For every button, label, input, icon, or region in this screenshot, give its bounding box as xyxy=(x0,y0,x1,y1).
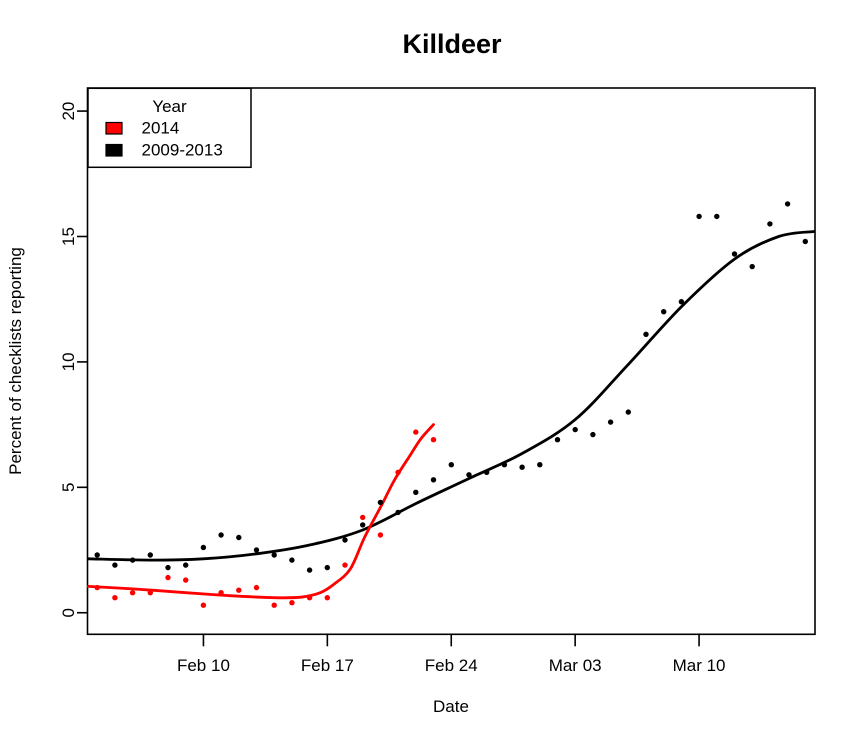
data-point-2009-2013 xyxy=(377,499,384,506)
x-axis-label: Date xyxy=(433,697,469,716)
x-tick-label: Feb 24 xyxy=(425,656,478,675)
data-point-2014 xyxy=(200,602,207,608)
y-tick-label: 10 xyxy=(59,352,78,371)
y-tick-label: 20 xyxy=(59,102,78,121)
data-point-2009-2013 xyxy=(802,238,808,245)
data-point-2009-2013 xyxy=(554,437,561,443)
data-point-2009-2013 xyxy=(183,562,189,568)
data-point-2014 xyxy=(271,602,277,608)
data-point-2009-2013 xyxy=(625,409,631,415)
data-point-2009-2013 xyxy=(360,522,366,528)
trend-lines xyxy=(87,230,816,600)
data-point-2014 xyxy=(165,574,171,581)
data-point-2009-2013 xyxy=(767,221,773,227)
data-point-2009-2013 xyxy=(537,462,543,468)
y-tick-label: 0 xyxy=(59,608,78,617)
data-point-2009-2013 xyxy=(289,557,295,563)
data-point-2009-2013 xyxy=(466,472,472,478)
data-point-2009-2013 xyxy=(236,534,242,541)
data-point-2014 xyxy=(395,469,401,475)
data-point-2009-2013 xyxy=(661,309,667,315)
data-point-2009-2013 xyxy=(590,431,596,438)
data-point-2009-2013 xyxy=(484,469,490,475)
data-point-2009-2013 xyxy=(413,489,419,495)
data-point-2009-2013 xyxy=(218,532,224,538)
data-point-2009-2013 xyxy=(714,213,720,220)
data-point-2009-2013 xyxy=(448,462,454,468)
data-point-2014 xyxy=(342,562,348,568)
data-point-2009-2013 xyxy=(165,564,171,571)
data-point-2014 xyxy=(324,595,330,601)
x-tick-label: Feb 17 xyxy=(301,656,354,675)
data-point-2014 xyxy=(112,595,118,601)
data-point-2014 xyxy=(430,437,437,443)
data-point-2014 xyxy=(360,514,366,521)
data-point-2009-2013 xyxy=(696,213,702,220)
data-point-2014 xyxy=(129,590,136,596)
x-axis-ticks: Feb 10 Feb 17 Feb 24 Mar 03 Mar 10 xyxy=(177,634,726,675)
data-point-2009-2013 xyxy=(395,509,401,516)
data-point-2009-2013 xyxy=(112,562,118,568)
x-tick-label: Mar 03 xyxy=(549,656,602,675)
x-tick-label: Mar 10 xyxy=(673,656,726,675)
data-point-2009-2013 xyxy=(253,547,260,553)
data-point-2009-2013 xyxy=(678,299,685,305)
data-point-2009-2013 xyxy=(342,537,348,543)
trend-line-2014 xyxy=(87,423,435,600)
data-point-2014 xyxy=(218,590,224,596)
data-point-2009-2013 xyxy=(501,462,508,468)
data-point-2014 xyxy=(306,595,313,601)
data-point-2014 xyxy=(147,590,153,596)
data-point-2009-2013 xyxy=(430,477,437,483)
legend: Year 2014 2009-2013 xyxy=(87,87,252,169)
legend-swatch-2009-2013 xyxy=(105,143,123,157)
y-axis-label: Percent of checklists reporting xyxy=(6,247,25,475)
y-axis-ticks: 0 5 10 15 20 xyxy=(59,102,88,617)
x-tick-label: Feb 10 xyxy=(177,656,230,675)
data-point-2009-2013 xyxy=(129,557,136,563)
data-point-2009-2013 xyxy=(607,419,614,425)
data-point-2014 xyxy=(183,577,189,583)
data-point-2009-2013 xyxy=(94,552,100,558)
data-point-2009-2013 xyxy=(306,567,313,573)
data-point-2014 xyxy=(377,532,384,538)
data-point-2009-2013 xyxy=(147,552,153,558)
data-point-2014 xyxy=(94,584,100,591)
data-point-2014 xyxy=(236,587,242,593)
legend-label-2014: 2014 xyxy=(142,119,180,138)
data-point-2014 xyxy=(413,429,419,435)
legend-label-2009-2013: 2009-2013 xyxy=(142,141,223,160)
data-point-2009-2013 xyxy=(271,552,277,558)
data-point-2009-2013 xyxy=(519,464,525,470)
legend-swatch-2014 xyxy=(105,121,123,135)
data-point-2014 xyxy=(253,584,260,591)
y-tick-label: 5 xyxy=(59,483,78,492)
data-point-2009-2013 xyxy=(643,331,649,337)
data-point-2014 xyxy=(289,600,295,606)
y-tick-label: 15 xyxy=(59,227,78,246)
legend-title: Year xyxy=(152,97,187,116)
data-points xyxy=(94,201,808,608)
data-point-2009-2013 xyxy=(324,564,330,571)
data-point-2009-2013 xyxy=(200,544,207,551)
trend-line-2009-2013 xyxy=(87,230,816,562)
data-point-2009-2013 xyxy=(784,201,791,207)
data-point-2009-2013 xyxy=(749,263,755,270)
data-point-2009-2013 xyxy=(731,251,738,257)
data-point-2009-2013 xyxy=(572,426,578,433)
chart-title: Killdeer xyxy=(402,29,502,59)
